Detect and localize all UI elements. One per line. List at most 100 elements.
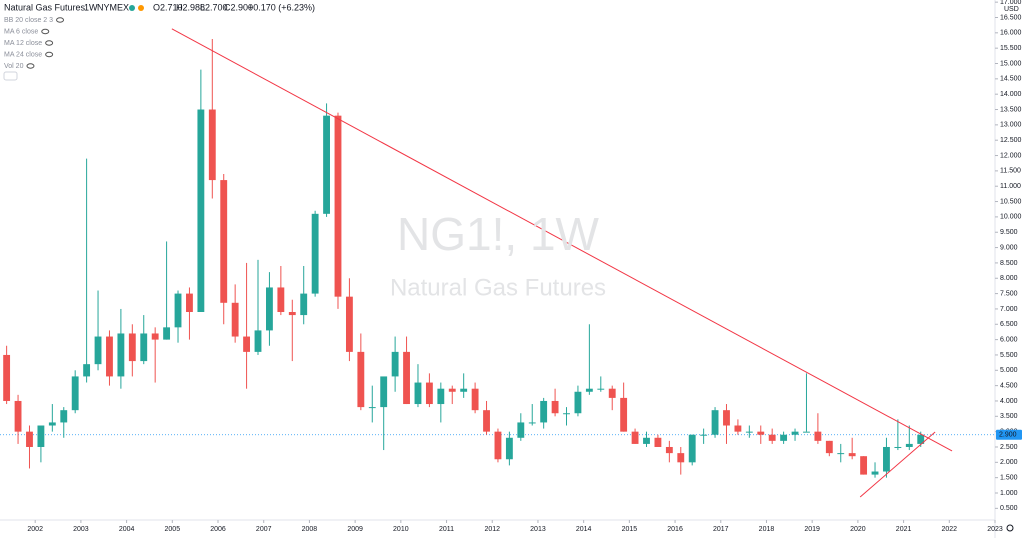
candle-body xyxy=(3,354,11,401)
candle-body xyxy=(608,388,616,398)
y-tick-label: 1.500 xyxy=(1000,475,1018,482)
candle-body xyxy=(825,440,833,454)
y-tick-label: 3.500 xyxy=(1000,413,1018,420)
visibility-icon[interactable] xyxy=(56,17,65,23)
candle-body xyxy=(391,351,399,377)
candle-body xyxy=(425,382,433,405)
candle-body xyxy=(277,287,285,312)
currency: USD xyxy=(1004,6,1019,13)
x-tick-label: 2019 xyxy=(804,526,820,533)
candle-body xyxy=(654,437,662,447)
candle-body xyxy=(894,446,902,448)
y-tick-label: 13.000 xyxy=(1000,122,1022,129)
y-tick-label: 17.000 xyxy=(1000,0,1022,6)
candle-body xyxy=(14,400,22,432)
y-tick-label: 9.000 xyxy=(1000,244,1018,251)
y-tick-label: 15.500 xyxy=(1000,45,1022,52)
visibility-icon[interactable] xyxy=(45,40,54,46)
y-tick-label: 13.500 xyxy=(1000,106,1022,113)
candle-body xyxy=(483,410,490,432)
y-tick-label: 4.000 xyxy=(1000,398,1018,405)
x-tick-label: 2006 xyxy=(210,526,226,533)
x-tick-label: 2010 xyxy=(393,526,409,533)
last-price-label: 2.900 xyxy=(999,432,1017,439)
interval: 1W xyxy=(84,2,98,12)
visibility-icon[interactable] xyxy=(41,28,50,35)
candle-body xyxy=(528,422,536,424)
y-tick-label: 12.500 xyxy=(1000,137,1022,144)
y-tick-label: 16.500 xyxy=(1000,14,1022,21)
collapse-button[interactable] xyxy=(3,71,18,81)
candle-body xyxy=(448,388,456,392)
x-tick-label: 2011 xyxy=(439,526,454,533)
candle-body xyxy=(48,422,56,426)
y-tick-label: 5.000 xyxy=(1000,367,1018,374)
y-tick-label: 1.000 xyxy=(1000,490,1018,497)
x-tick-label: 2015 xyxy=(622,526,638,533)
candle-body xyxy=(620,397,628,432)
candle-body xyxy=(163,327,171,340)
candle-body xyxy=(494,431,502,460)
candle-body xyxy=(597,388,605,390)
y-tick-label: 6.500 xyxy=(1000,321,1018,328)
y-tick-label: 6.000 xyxy=(1000,336,1018,343)
candle-body xyxy=(197,109,205,312)
x-tick-label: 2002 xyxy=(27,526,43,533)
candle-body xyxy=(403,351,410,405)
candle-body xyxy=(871,471,879,475)
candle-body xyxy=(643,437,650,444)
candle-body xyxy=(334,115,342,297)
visibility-icon[interactable] xyxy=(26,63,35,69)
candle-body xyxy=(505,437,513,460)
candle-body xyxy=(883,446,890,472)
trend-line xyxy=(859,431,936,498)
candle-body xyxy=(26,431,33,447)
exchange: NYMEX xyxy=(97,2,129,12)
candle-body xyxy=(688,434,696,463)
candle-body xyxy=(208,109,216,181)
x-tick-label: 2014 xyxy=(576,526,592,533)
symbol-title: Natural Gas Futures xyxy=(4,2,86,12)
candle-body xyxy=(757,431,765,435)
candle-body xyxy=(551,400,559,414)
candle-body xyxy=(94,336,102,365)
candle-body xyxy=(711,410,719,435)
x-tick-label: 2009 xyxy=(347,526,363,533)
candle-body xyxy=(631,431,639,444)
x-tick-label: 2005 xyxy=(165,526,181,533)
candle-body xyxy=(243,336,251,352)
x-tick-label: 2020 xyxy=(850,526,866,533)
x-tick-label: 2007 xyxy=(256,526,272,533)
candle-body xyxy=(414,382,422,405)
x-tick-label: 2008 xyxy=(302,526,318,533)
candle-body xyxy=(768,434,776,441)
ohlc-change: +0.170 (+6.23%) xyxy=(248,2,315,12)
candle-body xyxy=(780,434,788,441)
candle-body xyxy=(471,388,479,411)
y-tick-label: 15.000 xyxy=(1000,60,1022,67)
y-tick-label: 10.500 xyxy=(1000,198,1022,205)
candle-body xyxy=(357,351,365,408)
indicator-label: BB 20 close 2 3 xyxy=(4,17,53,24)
watermark-symbol: NG1!, 1W xyxy=(397,208,600,260)
candle-body xyxy=(106,336,113,377)
candle-body xyxy=(323,115,330,214)
x-tick-label: 2017 xyxy=(713,526,729,533)
candle-body xyxy=(60,410,68,423)
settings-icon[interactable] xyxy=(1006,524,1014,532)
y-tick-label: 8.500 xyxy=(1000,260,1018,267)
plot-area xyxy=(0,28,995,498)
y-tick-label: 0.500 xyxy=(1000,505,1018,512)
visibility-icon[interactable] xyxy=(45,51,54,58)
candle-body xyxy=(700,434,708,436)
indicator-label: MA 24 close xyxy=(4,51,42,58)
candle-body xyxy=(174,293,182,328)
candle-body xyxy=(814,431,822,441)
candle-body xyxy=(37,425,45,447)
indicator-label: Vol 20 xyxy=(4,63,24,70)
status-dot xyxy=(129,5,135,11)
candle-body xyxy=(128,333,136,362)
candle-body xyxy=(380,376,388,408)
y-tick-label: 16.000 xyxy=(1000,30,1022,37)
